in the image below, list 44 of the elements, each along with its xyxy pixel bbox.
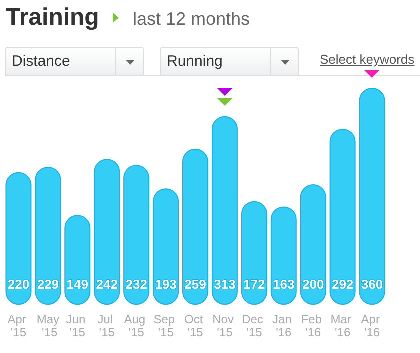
bar [182, 148, 208, 305]
x-tick-label: Aug '15 [124, 312, 149, 340]
data-label: 163 [273, 277, 295, 292]
chart-title: Training [6, 4, 100, 32]
x-tick-label: Jul '15 [98, 312, 116, 340]
x-tick-label: Jun '15 [66, 312, 89, 340]
data-label: 360 [361, 277, 384, 292]
chart-subtitle: last 12 months [133, 9, 250, 30]
text: Distance [12, 53, 70, 70]
bar [153, 188, 180, 305]
bar [300, 184, 326, 305]
bar [212, 116, 238, 305]
x-tick-label: May '15 [36, 312, 60, 340]
x-tick-label: Apr '15 [8, 312, 30, 340]
data-label: 193 [155, 277, 177, 292]
text: Select keywords [320, 52, 415, 67]
bar [270, 206, 297, 305]
data-label: 232 [126, 277, 148, 292]
text: Running [167, 53, 223, 70]
x-tick-label: Sep '15 [154, 312, 178, 340]
data-label: 292 [332, 277, 354, 292]
x-tick-label: Nov '15 [212, 312, 238, 340]
data-label: 313 [214, 277, 236, 292]
bar [35, 166, 62, 305]
bar [359, 88, 386, 305]
x-tick-label: Feb '16 [301, 312, 326, 340]
bar [124, 165, 150, 305]
bar [64, 215, 91, 305]
data-label: 220 [8, 277, 30, 292]
x-tick-label: Jan '16 [272, 312, 296, 340]
bar [241, 201, 268, 305]
data-label: 242 [96, 277, 118, 292]
x-tick-label: Apr '16 [361, 312, 384, 340]
bar [94, 159, 120, 305]
x-tick-label: Mar '16 [330, 312, 355, 340]
data-label: 200 [302, 277, 324, 292]
bar [6, 172, 32, 305]
bar [330, 128, 356, 305]
x-tick-label: Oct '15 [184, 312, 207, 340]
x-tick-label: Dec '15 [242, 312, 267, 340]
data-label: 229 [37, 277, 60, 292]
data-label: 259 [184, 277, 206, 292]
data-label: 172 [244, 277, 266, 292]
data-label: 149 [66, 277, 89, 292]
